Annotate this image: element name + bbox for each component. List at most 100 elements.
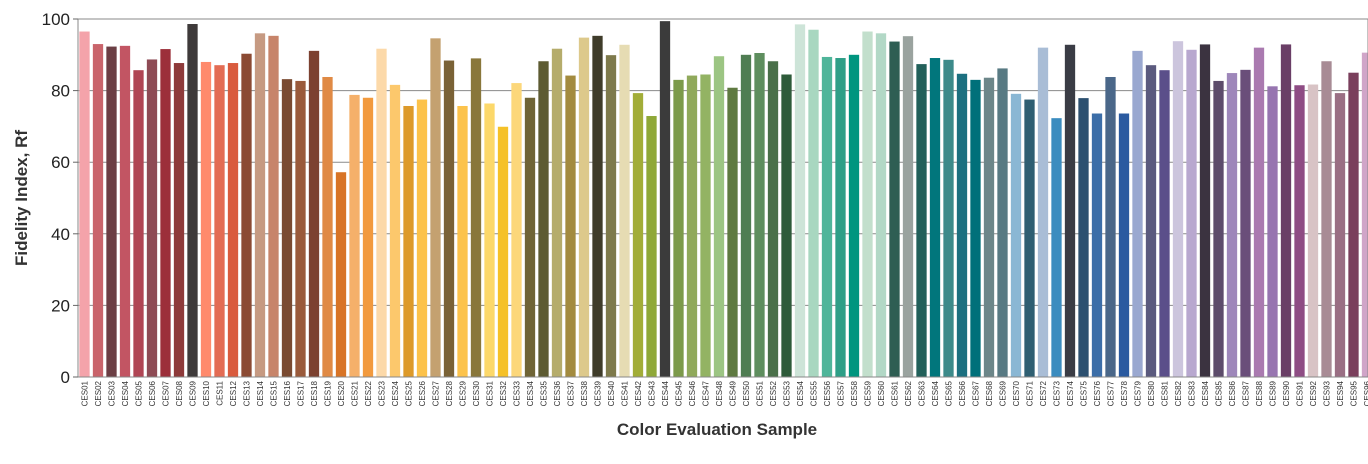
x-tick-label: CES49 (729, 380, 738, 406)
x-axis-ticks: CES01 CES02 CES03 CES04 CES05 CES06 CES07 CES08… (81, 380, 1368, 406)
x-tick-label: CES72 (1039, 380, 1048, 406)
x-tick-label: CES13 (243, 380, 252, 406)
bar-ces66 (956, 73, 968, 378)
x-tick-label: CES02 (94, 380, 103, 406)
x-tick-label: CES45 (675, 380, 684, 406)
bar-ces41 (619, 44, 630, 377)
bar-ces38 (578, 37, 590, 378)
bar-ces31 (484, 103, 495, 377)
bar-ces30 (470, 58, 482, 377)
x-tick-label: CES17 (297, 380, 306, 406)
bar-ces70 (1010, 93, 1022, 378)
x-tick-label: CES28 (445, 380, 454, 406)
bar-ces67 (970, 79, 981, 378)
bar-ces60 (875, 33, 887, 377)
bar-ces48 (713, 56, 725, 378)
bar-ces75 (1078, 98, 1089, 378)
bar-ces37 (565, 75, 576, 378)
bar-ces20 (335, 172, 347, 377)
x-tick-label: CES03 (108, 380, 117, 406)
x-tick-label: CES81 (1161, 380, 1170, 406)
x-tick-label: CES96 (1363, 380, 1368, 406)
x-tick-label: CES21 (351, 380, 360, 406)
bar-ces11 (214, 65, 225, 377)
bar-ces85 (1213, 80, 1224, 378)
bar-ces18 (308, 50, 320, 377)
bar-ces17 (295, 80, 306, 378)
bar-ces74 (1064, 44, 1076, 377)
y-tick-label: 20 (51, 296, 70, 315)
x-tick-label: CES50 (742, 380, 751, 406)
x-tick-label: CES54 (796, 380, 805, 406)
bar-ces27 (430, 38, 441, 377)
x-tick-label: CES24 (391, 380, 400, 406)
bar-ces72 (1037, 47, 1049, 377)
x-tick-label: CES80 (1147, 380, 1156, 406)
x-tick-label: CES01 (81, 380, 90, 406)
x-tick-label: CES63 (918, 380, 927, 406)
y-tick-label: 40 (51, 225, 70, 244)
x-tick-label: CES74 (1066, 380, 1075, 406)
bar-ces47 (700, 74, 711, 378)
bar-ces36 (551, 48, 563, 378)
x-tick-label: CES43 (648, 380, 657, 406)
bar-ces10 (200, 61, 212, 378)
x-tick-label: CES78 (1120, 380, 1129, 406)
x-tick-label: CES73 (1053, 380, 1062, 406)
bar-ces63 (916, 64, 927, 377)
x-tick-label: CES05 (135, 380, 144, 406)
x-tick-label: CES82 (1174, 380, 1183, 406)
bar-ces64 (929, 58, 941, 377)
x-tick-label: CES57 (837, 380, 846, 406)
x-tick-label: CES58 (850, 380, 859, 406)
bar-ces52 (767, 61, 779, 378)
bar-ces50 (740, 54, 752, 378)
bar-ces84 (1199, 44, 1211, 377)
x-tick-label: CES61 (891, 380, 900, 406)
bar-ces76 (1091, 113, 1103, 378)
bar-ces34 (524, 97, 536, 377)
bar-ces39 (592, 35, 603, 378)
x-tick-label: CES36 (553, 380, 562, 406)
x-tick-label: CES38 (580, 380, 589, 406)
y-axis-title: Fidelity Index, Rf (12, 130, 31, 266)
x-tick-label: CES11 (216, 380, 225, 405)
bar-ces62 (902, 36, 914, 378)
x-tick-label: CES26 (418, 380, 427, 406)
y-axis-ticks: 0 20 40 60 80 100 (42, 10, 78, 387)
bar-ces79 (1132, 50, 1143, 377)
bar-ces09 (187, 24, 198, 378)
x-tick-label: CES07 (162, 380, 171, 406)
x-tick-label: CES34 (526, 380, 535, 406)
x-tick-label: CES68 (985, 380, 994, 406)
x-tick-label: CES87 (1242, 380, 1251, 406)
x-tick-label: CES39 (594, 380, 603, 406)
x-tick-label: CES08 (175, 380, 184, 406)
x-tick-label: CES52 (769, 380, 778, 406)
bar-ces96 (1361, 52, 1368, 377)
x-tick-label: CES40 (607, 380, 616, 406)
y-tick-label: 60 (51, 153, 70, 172)
x-tick-label: CES55 (810, 380, 819, 406)
x-tick-label: CES90 (1282, 380, 1291, 406)
bar-ces89 (1267, 86, 1278, 377)
bar-ces12 (227, 63, 239, 378)
bar-ces21 (349, 94, 360, 378)
x-tick-label: CES59 (864, 380, 873, 406)
x-tick-label: CES60 (877, 380, 886, 406)
x-tick-label: CES88 (1255, 380, 1264, 406)
bar-ces93 (1321, 61, 1332, 378)
x-tick-label: CES48 (715, 380, 724, 406)
bar-ces59 (862, 31, 873, 378)
bar-ces58 (848, 54, 860, 378)
x-tick-label: CES86 (1228, 380, 1237, 406)
x-tick-label: CES62 (904, 380, 913, 406)
x-tick-label: CES70 (1012, 380, 1021, 406)
bar-ces54 (794, 24, 806, 378)
x-tick-label: CES06 (148, 380, 157, 406)
plot-frame (77, 18, 1368, 378)
bar-ces24 (389, 84, 401, 377)
bar-ces49 (727, 87, 738, 378)
bar-ces88 (1253, 47, 1265, 377)
